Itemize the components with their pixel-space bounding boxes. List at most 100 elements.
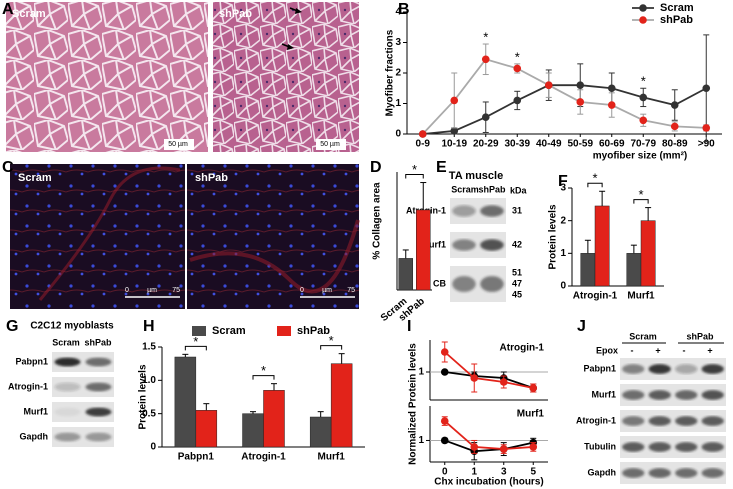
data-point xyxy=(607,84,616,93)
row-label: Murf1 xyxy=(24,406,49,416)
blot-band xyxy=(480,239,504,251)
x-axis-label: myofiber size (mm²) xyxy=(593,151,687,162)
data-point xyxy=(440,436,449,445)
image-label: shPab xyxy=(195,172,228,184)
y-axis-label: Normalized Protein levels xyxy=(408,343,419,465)
x-tick-label: 0-9 xyxy=(416,139,431,150)
scale-bar-label: µm xyxy=(147,287,157,294)
y-tick-label: 2 xyxy=(395,68,401,79)
blot-band xyxy=(622,442,645,452)
y-tick-label: 1 xyxy=(560,248,566,259)
x-tick-label: Atrogin-1 xyxy=(573,291,618,302)
data-point xyxy=(544,81,553,89)
scale-bar-label: 0 xyxy=(125,287,129,294)
condition-label: + xyxy=(655,345,660,355)
y-tick-label: 0 xyxy=(395,129,401,140)
data-point xyxy=(529,384,538,392)
blot-band xyxy=(480,205,504,217)
data-point xyxy=(440,417,449,425)
fluorescence-stain xyxy=(38,166,181,301)
row-label: CB xyxy=(433,278,446,288)
y-tick-label: 3 xyxy=(560,183,566,194)
x-tick-label: 70-79 xyxy=(630,139,656,150)
blot xyxy=(52,377,114,397)
histology-images xyxy=(6,2,360,309)
panel-title: TA muscle xyxy=(449,170,503,182)
scale-bar-label: 0 xyxy=(300,287,304,294)
legend-label: shPab xyxy=(297,325,330,337)
group-label: shPab xyxy=(686,331,714,341)
data-point xyxy=(470,443,479,451)
data-point xyxy=(481,55,490,64)
panel-letter: D xyxy=(370,159,382,176)
significance-bracket xyxy=(633,199,649,204)
condition-label: + xyxy=(707,345,712,355)
series-line xyxy=(444,371,534,389)
series-line xyxy=(422,84,707,135)
data-point xyxy=(440,368,449,376)
condition-label: - xyxy=(683,345,686,355)
significance-star: * xyxy=(329,333,334,348)
kda-label: 51 xyxy=(512,267,522,277)
blot-band xyxy=(622,468,645,478)
scale-bar-label: 50 µm xyxy=(168,141,188,148)
x-axis-label: Chx incubation (hours) xyxy=(434,477,543,488)
x-tick-label: 20-29 xyxy=(473,139,499,150)
blot-band xyxy=(701,468,724,478)
blot xyxy=(620,384,726,406)
data-point xyxy=(470,374,479,382)
x-tick-label: 3 xyxy=(501,467,507,478)
data-point xyxy=(607,101,616,109)
blot-band xyxy=(452,239,476,251)
x-tick-label: >90 xyxy=(698,139,715,150)
subplot-title: Atrogin-1 xyxy=(500,343,545,354)
bar xyxy=(195,410,218,448)
panel-letter: J xyxy=(577,318,586,335)
y-tick-label: 1 xyxy=(395,98,401,109)
significance-bracket xyxy=(587,182,603,188)
x-tick-label: Murf1 xyxy=(318,452,346,463)
x-tick-label: 40-49 xyxy=(536,139,562,150)
panel-letter: E xyxy=(436,159,447,176)
scale-bar-label: µm xyxy=(322,287,332,294)
scale-bar-label: 75 xyxy=(172,287,180,294)
y-tick-label: 0.5 xyxy=(142,408,156,419)
image-label: Scram xyxy=(12,8,46,20)
blot-band xyxy=(648,468,671,478)
blot-band xyxy=(675,416,698,426)
fluorescence-stain xyxy=(189,219,360,294)
condition-label: - xyxy=(631,345,634,355)
data-point xyxy=(702,84,711,93)
y-axis-label: Protein levels xyxy=(138,364,149,429)
lane-label: shPab xyxy=(478,184,506,194)
x-tick-label: Atrogin-1 xyxy=(241,452,286,463)
blot-band xyxy=(675,468,698,478)
x-tick-label: 30-39 xyxy=(504,139,530,150)
blot-band xyxy=(54,432,81,442)
kda-label: 45 xyxy=(512,289,522,299)
panel-letter: G xyxy=(6,318,18,335)
blot-band xyxy=(85,357,112,367)
y-tick-label: 1 xyxy=(418,435,424,446)
row-label: Pabpn1 xyxy=(15,356,48,366)
row-label: Atrogin-1 xyxy=(576,415,616,425)
x-tick-label: 5 xyxy=(530,467,536,478)
significance-star: * xyxy=(638,187,643,202)
data-point xyxy=(450,96,459,105)
scale-bar-label: 75 xyxy=(347,287,355,294)
y-tick-label: 0 xyxy=(150,442,156,453)
series-line xyxy=(444,439,534,453)
legend-swatch xyxy=(192,326,206,336)
blot-band xyxy=(648,416,671,426)
treatment-label: Epox xyxy=(596,345,618,355)
blot xyxy=(620,462,726,484)
x-tick-label: 1 xyxy=(471,467,477,478)
arrowhead xyxy=(295,8,302,14)
bar xyxy=(398,258,413,291)
blot-band xyxy=(480,276,504,292)
significance-bracket xyxy=(184,345,207,351)
bar xyxy=(594,205,610,287)
data-point xyxy=(450,127,459,135)
y-tick-label: 2 xyxy=(560,215,566,226)
